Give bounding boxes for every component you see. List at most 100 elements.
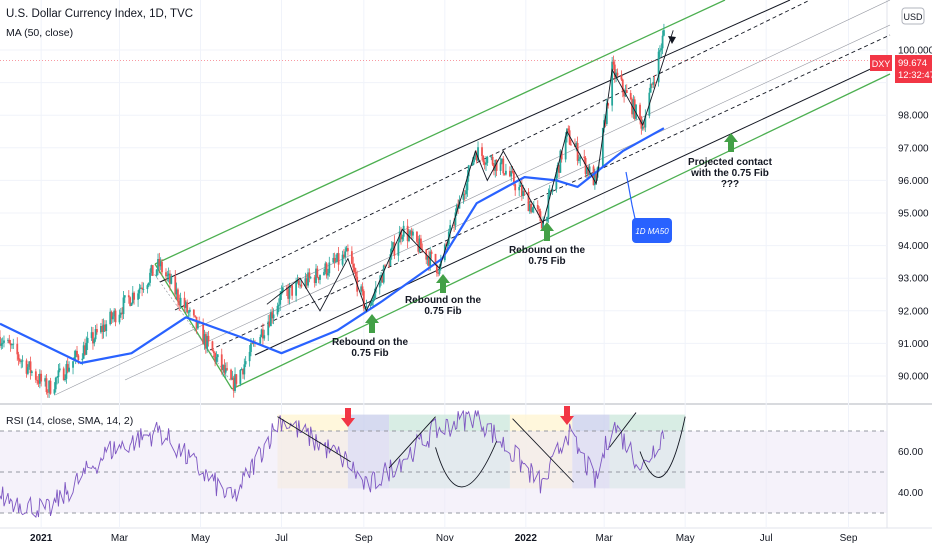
candle-down <box>420 238 422 250</box>
candle-up <box>635 104 637 119</box>
candle-up <box>240 369 243 371</box>
green-up-arrow <box>436 274 450 293</box>
candle-up <box>11 344 13 346</box>
candle-up <box>477 147 479 161</box>
price-tick-label: 93.000 <box>898 274 929 285</box>
candle-up <box>304 278 307 287</box>
candle-down <box>621 79 624 92</box>
candle-up <box>12 343 15 345</box>
time-tick-label: 2021 <box>30 533 53 544</box>
candle-up <box>155 269 158 276</box>
candle-up <box>93 339 96 344</box>
candle-up <box>401 236 404 240</box>
candle-up <box>615 72 618 78</box>
candle-down <box>475 153 478 161</box>
candle-down <box>354 271 357 277</box>
candle-up <box>296 280 299 283</box>
candle-up <box>659 50 661 52</box>
candle-up <box>559 150 562 173</box>
candle-down <box>316 268 319 278</box>
candle-up <box>586 167 588 174</box>
time-tick-label: May <box>191 533 210 544</box>
candle-up <box>150 265 153 273</box>
candle-up <box>277 304 280 306</box>
candle-up <box>3 340 5 343</box>
candle-up <box>409 230 412 235</box>
candle-down <box>325 263 328 276</box>
candle-down <box>177 289 179 302</box>
candle-up <box>319 275 321 280</box>
candle-up <box>239 370 242 384</box>
candle-down <box>453 225 456 226</box>
candle-up <box>260 329 263 338</box>
candle-down <box>223 364 226 373</box>
time-tick-label: Jul <box>275 533 288 544</box>
candle-down <box>523 190 526 193</box>
candle-down <box>96 329 98 333</box>
candle-up <box>295 282 298 296</box>
candle-down <box>511 170 514 173</box>
candle-up <box>248 351 251 362</box>
candle-down <box>84 345 86 355</box>
currency-button[interactable]: USD <box>901 7 925 25</box>
candle-up <box>272 314 275 319</box>
candle-up <box>74 350 77 358</box>
price-tick-label: 94.000 <box>898 241 929 252</box>
candle-down <box>214 353 217 362</box>
candle-up <box>281 287 284 292</box>
rsi-arrow-up <box>388 416 436 469</box>
price-tick-label: 95.000 <box>898 209 929 220</box>
candle-down <box>481 147 483 156</box>
candle-up <box>309 277 312 279</box>
time-tick-label: May <box>676 533 695 544</box>
candle-up <box>86 337 89 343</box>
candle-down <box>607 103 610 106</box>
candle-down <box>539 211 542 222</box>
green-up-arrow <box>365 314 379 333</box>
candle-down <box>212 351 215 354</box>
candle-up <box>149 272 151 283</box>
candle-down <box>567 128 570 131</box>
ma50-line <box>0 127 665 365</box>
time-tick-label: 2022 <box>515 533 538 544</box>
candle-up <box>170 276 173 284</box>
candle-down <box>362 291 365 309</box>
candle-up <box>611 61 614 106</box>
candle-down <box>353 267 356 272</box>
green-up-arrow <box>540 222 554 241</box>
rsi-tick-label: 40.00 <box>898 488 923 499</box>
rsi-trendline-down <box>277 416 351 463</box>
candle-up <box>465 190 467 195</box>
time-tick-label: Sep <box>840 533 858 544</box>
candle-up <box>344 251 347 258</box>
candle-down <box>291 285 294 296</box>
candle-down <box>629 92 632 100</box>
candle-up <box>438 265 441 274</box>
candle-down <box>530 204 533 213</box>
candle-down <box>46 392 49 393</box>
candle-down <box>346 248 349 252</box>
candle-up <box>360 286 363 292</box>
candle-up <box>336 253 339 262</box>
time-tick-label: Jul <box>760 533 773 544</box>
candle-down <box>313 277 316 283</box>
candle-down <box>17 354 20 360</box>
candle-up <box>490 156 493 158</box>
candle-down <box>410 230 413 236</box>
candle-up <box>109 311 112 325</box>
candle-up <box>224 368 227 373</box>
candle-down <box>337 253 340 265</box>
price-tick-label: 97.000 <box>898 143 929 154</box>
candle-up <box>328 262 331 274</box>
candle-up <box>382 265 385 283</box>
candle-up <box>81 358 84 361</box>
candle-up <box>341 254 344 265</box>
candle-up <box>588 166 591 175</box>
candle-up <box>548 190 551 195</box>
candle-up <box>378 281 381 288</box>
fork-line-thin <box>124 24 891 381</box>
candle-down <box>595 173 598 178</box>
candle-down <box>317 277 320 280</box>
candle-up <box>20 361 23 363</box>
